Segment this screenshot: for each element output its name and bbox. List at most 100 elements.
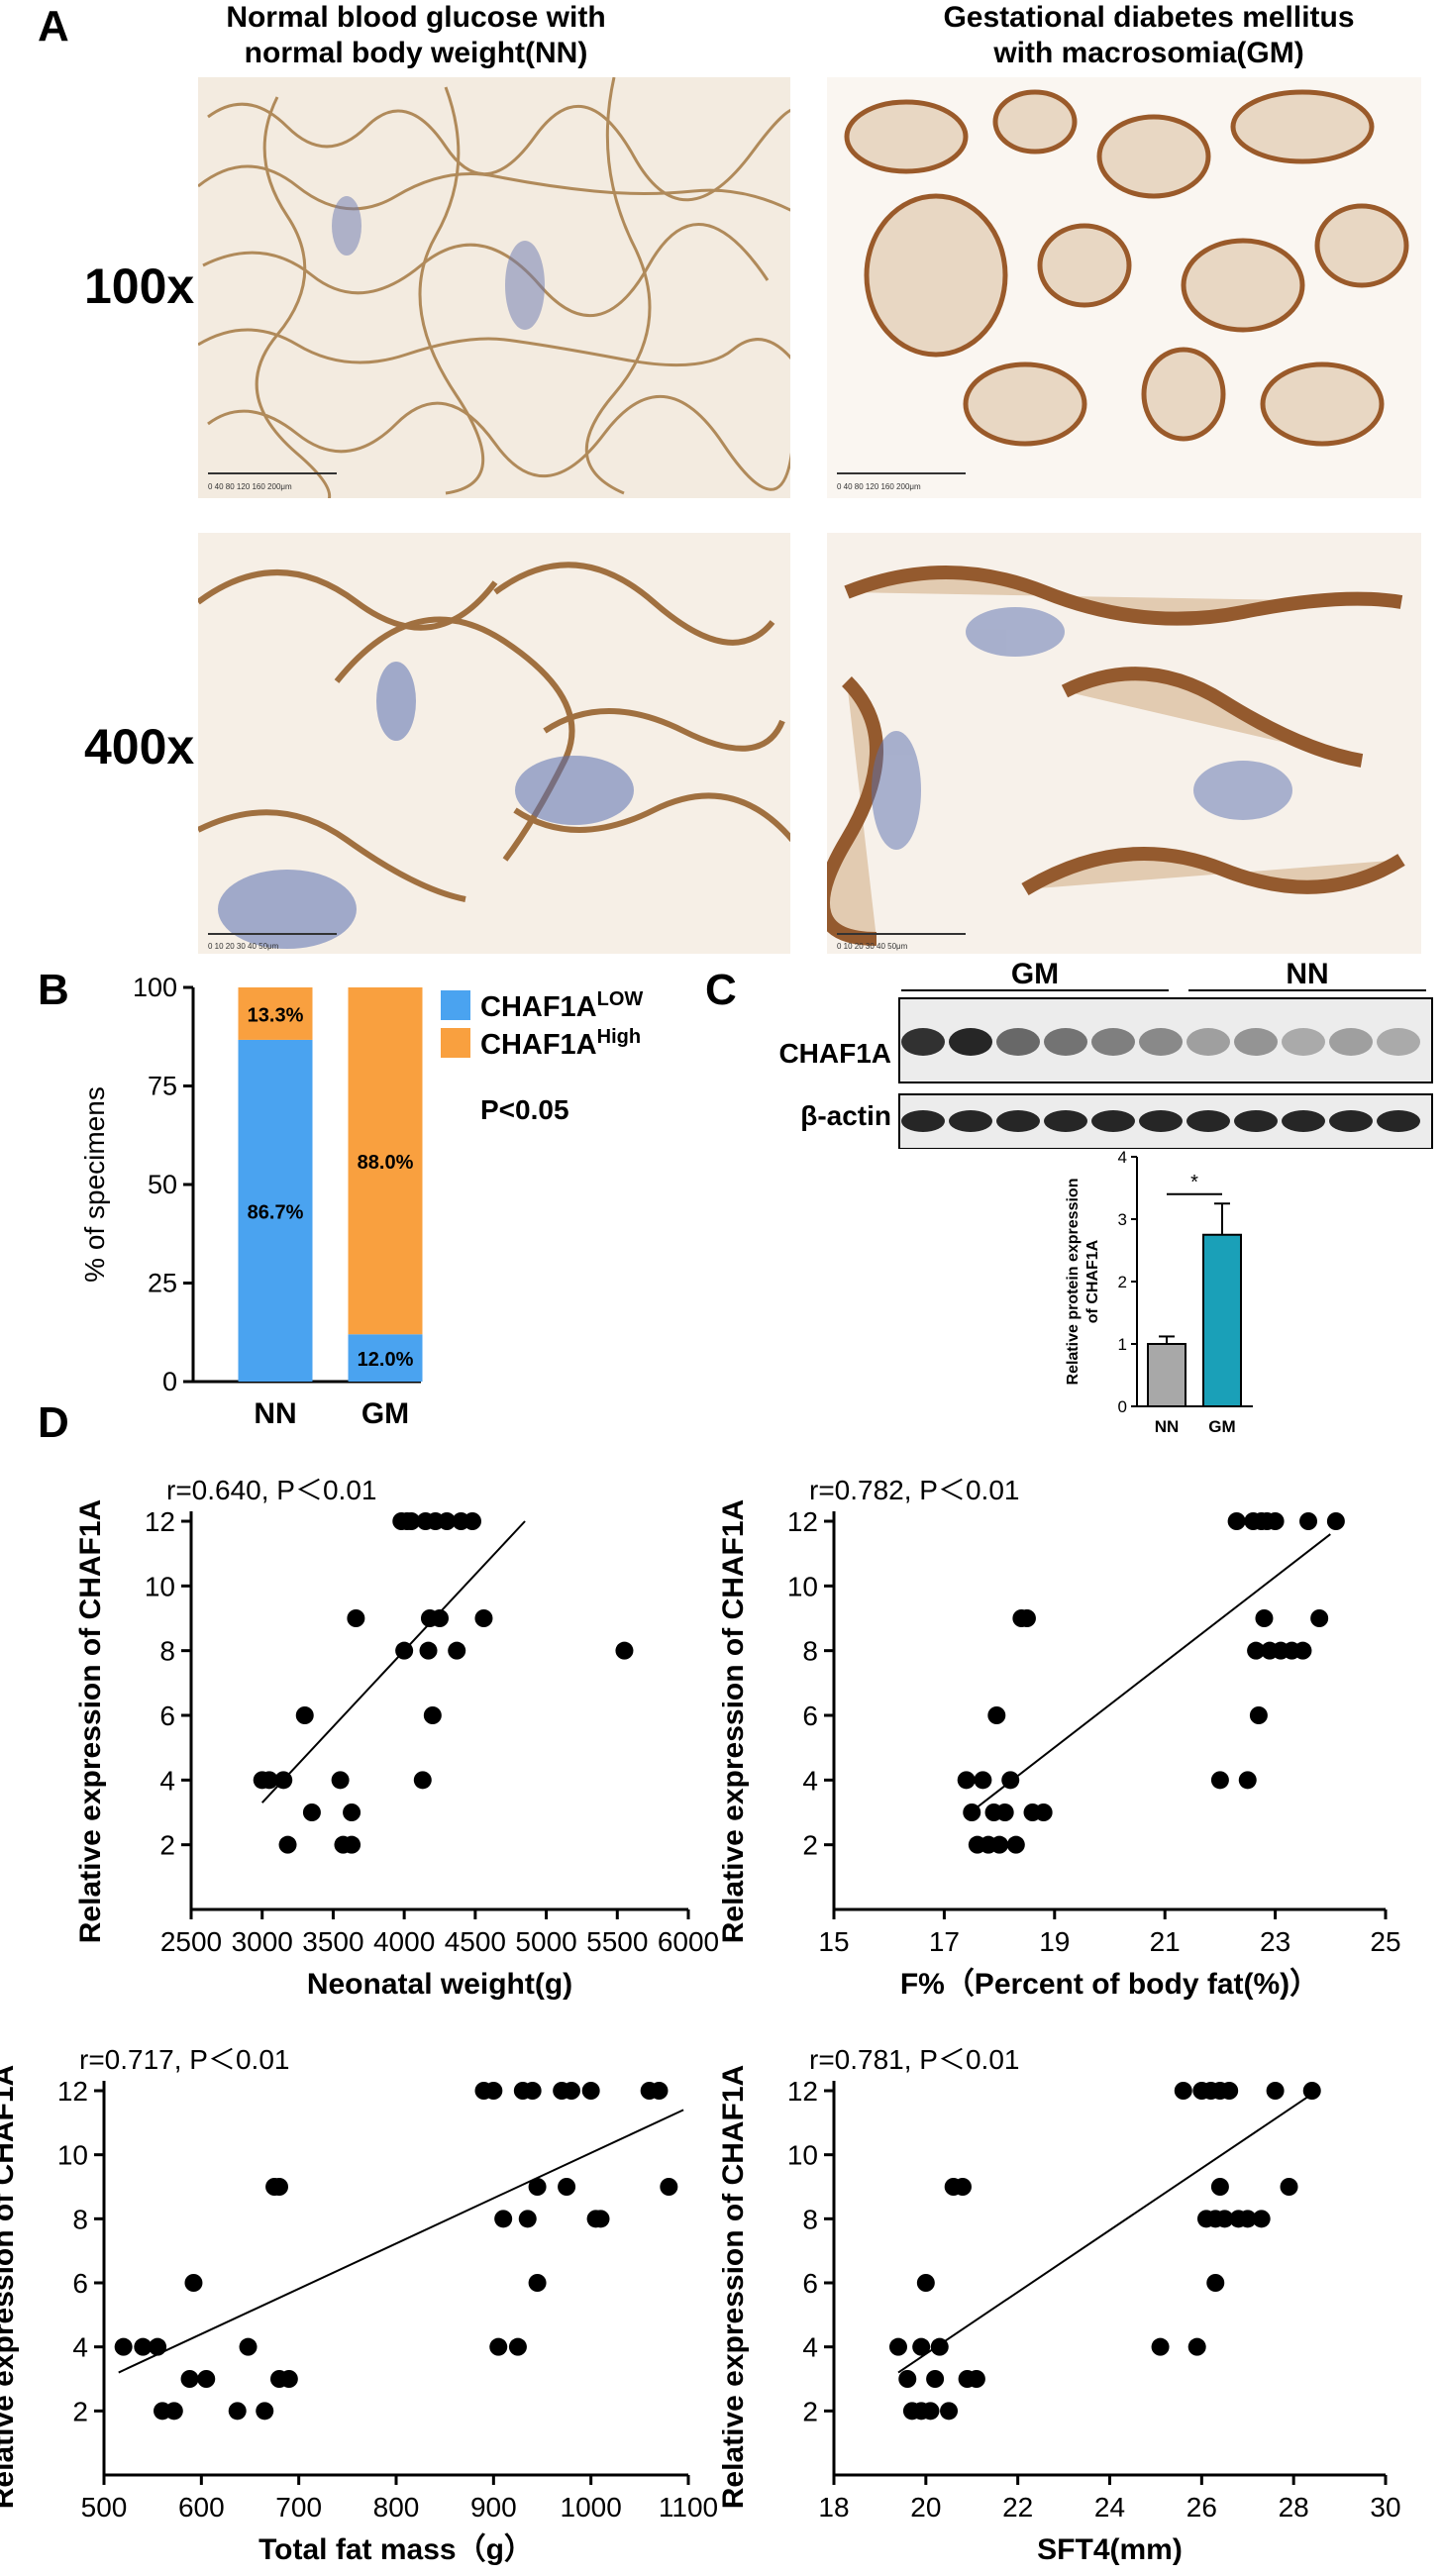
p-value-annotation: P<0.05 (480, 1094, 569, 1125)
scatter-point (302, 1803, 321, 1821)
y-tick-label: 100 (133, 973, 177, 1002)
scatter-point (402, 1512, 421, 1530)
scatter-point (615, 1641, 634, 1660)
x-axis-label: F%（Percent of body fat(%)） (900, 1967, 1319, 2001)
blot-band (1139, 1110, 1183, 1132)
blot-band (1139, 1028, 1183, 1056)
micrograph-gm-400x: 0 10 20 30 40 50μm (827, 533, 1421, 954)
x-tick-label: GM (1208, 1417, 1235, 1436)
x-tick-label: 19 (1039, 1926, 1070, 1957)
y-tick-label: 0 (1118, 1397, 1127, 1416)
y-tick-label: 10 (787, 2140, 818, 2171)
x-tick-label: 800 (373, 2492, 420, 2523)
correlation-annotation: r=0.640, P＜0.01 (166, 1475, 376, 1505)
scatter-point (463, 1512, 481, 1530)
scatter-point (1326, 1512, 1345, 1530)
column-title-nn: Normal blood glucose with normal body we… (226, 1, 606, 69)
scatter-point (967, 2370, 985, 2388)
x-tick-label: 2500 (160, 1926, 222, 1957)
scatter-point (270, 2178, 288, 2196)
blot-label: CHAF1A (778, 1038, 891, 1069)
significance-marker: * (1190, 1172, 1198, 1193)
scatter-point (916, 2274, 935, 2292)
y-tick-label: 10 (787, 1571, 818, 1601)
scatter-point (1001, 1771, 1020, 1790)
x-tick-label: 26 (1186, 2492, 1217, 2523)
scatter-point (494, 2210, 513, 2228)
y-tick-label: 8 (72, 2204, 88, 2234)
blot-band (1329, 1110, 1373, 1132)
scatter-point (953, 2178, 972, 2196)
scatter-point (438, 1512, 457, 1530)
y-tick-label: 25 (148, 1269, 177, 1298)
panel-c-western-blot: GM NN CHAF1A β-actin (778, 958, 1433, 1149)
regression-line (260, 1520, 526, 1803)
y-tick-label: 4 (802, 2332, 818, 2363)
x-tick-label: 18 (818, 2492, 849, 2523)
y-tick-label: 0 (162, 1367, 177, 1396)
bar (1202, 1233, 1242, 1407)
scatter-point (1187, 2337, 1206, 2356)
y-tick-label: 6 (72, 2268, 88, 2299)
scatter-point (921, 2402, 940, 2421)
scalebar-label: 0 10 20 30 40 50μm (208, 942, 279, 951)
y-tick-label: 12 (57, 2076, 88, 2107)
y-tick-label: 8 (159, 1636, 175, 1667)
blot-band (1234, 1110, 1278, 1132)
bar-segment (238, 1039, 313, 1382)
blot-band (1282, 1028, 1325, 1056)
scatter-point (1252, 2210, 1271, 2228)
scatter-point (256, 2402, 274, 2421)
scatter-point (134, 2337, 153, 2356)
y-tick-label: 4 (1118, 1148, 1127, 1167)
bar (1147, 1343, 1186, 1407)
scatter-point (1280, 2178, 1298, 2196)
scatter-point (898, 2370, 917, 2388)
scatter-point (957, 1771, 976, 1790)
x-axis-label: SFT4(mm) (1037, 2533, 1183, 2566)
regression-line (118, 2109, 684, 2374)
scatter-point (1220, 2082, 1239, 2100)
x-tick-label: 25 (1370, 1926, 1400, 1957)
x-tick-label: 900 (470, 2492, 517, 2523)
scatter-point (1227, 1512, 1246, 1530)
x-tick-label: 5500 (586, 1926, 648, 1957)
blot-band (1044, 1110, 1087, 1132)
panel-c-letter: C (705, 966, 737, 1014)
scatter-point (940, 2402, 959, 2421)
x-tick-label: 3500 (302, 1926, 363, 1957)
x-tick-label: 500 (81, 2492, 128, 2523)
scatter-point (926, 2370, 945, 2388)
scatter-point (274, 1771, 293, 1790)
legend-swatch (441, 990, 470, 1020)
y-tick-label: 50 (148, 1170, 177, 1199)
x-tick-label: 6000 (658, 1926, 719, 1957)
blot-band (1091, 1110, 1135, 1132)
x-tick-label: 1100 (659, 2492, 718, 2523)
panel-d-letter: D (38, 1398, 69, 1447)
scatter-point (1151, 2337, 1170, 2356)
scalebar-label: 0 40 80 120 160 200μm (208, 482, 292, 491)
blot-band (1186, 1110, 1230, 1132)
scatter-point (1299, 1512, 1318, 1530)
scatter-point (259, 1771, 278, 1790)
panel-b-letter: B (38, 966, 69, 1014)
panel-c-bar-chart: 0 1 2 3 4 Relative protein expression of CHAF1… (1065, 1148, 1253, 1436)
scatter-point (1215, 2210, 1234, 2228)
scatter-point (1017, 1609, 1036, 1627)
x-tick-label: 700 (275, 2492, 322, 2523)
blot-band (1329, 1028, 1373, 1056)
blot-band (1282, 1110, 1325, 1132)
scatter-point (563, 2082, 580, 2100)
x-tick-label: 4500 (445, 1926, 506, 1957)
x-tick-label: 24 (1094, 2492, 1125, 2523)
scatter-neonatal-weight: 2 4 6 8 10 12 2500 3000 3500 4000 4500 5000 5500 6000… (74, 1475, 719, 2001)
x-axis-label: Total fat mass（g） (258, 2532, 534, 2566)
y-tick-label: 3 (1118, 1210, 1127, 1229)
panel-b-stacked-bar-chart: 0 25 50 75 100 % of specimens 86.7% 13.3% NN 12.0… (79, 973, 643, 1430)
micrograph-nn-400x: 0 10 20 30 40 50μm (198, 533, 790, 954)
bar-segment (348, 1334, 423, 1382)
scatter-point (1255, 1609, 1274, 1627)
y-tick-label: 12 (787, 2076, 818, 2107)
blot-group-label: NN (1286, 958, 1328, 990)
